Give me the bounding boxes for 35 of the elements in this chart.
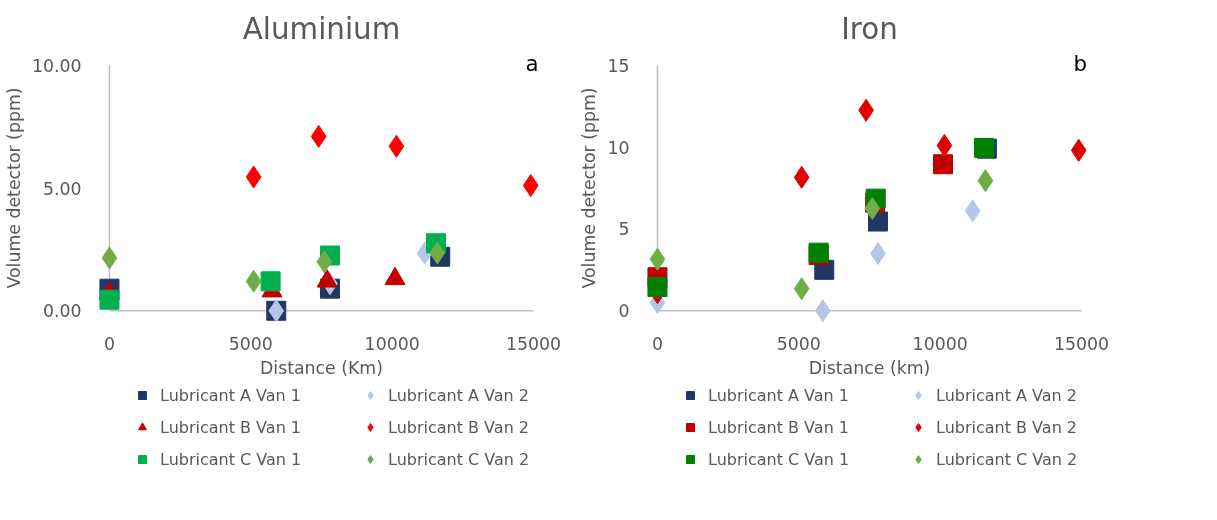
y-tick-label: 15 — [607, 55, 630, 76]
legend-label: Lubricant C Van 1 — [708, 449, 851, 469]
legend-label: Lubricant A Van 1 — [160, 385, 302, 405]
x-tick-label: 10000 — [364, 333, 420, 354]
y-tick-label: 5 — [618, 219, 630, 240]
legend-label: Lubricant B Van 1 — [708, 417, 851, 437]
x-tick-label: 0 — [651, 333, 663, 354]
y-tick-label: 10 — [607, 137, 630, 158]
x-tick-label: 10000 — [912, 333, 968, 354]
x-axis-title: Distance (Km) — [259, 357, 384, 378]
legend-label: Lubricant C Van 2 — [936, 449, 1079, 469]
y-axis-title: Volume detector (ppm) — [3, 87, 24, 289]
x-tick-label: 15000 — [505, 333, 562, 354]
y-tick-label: 0.00 — [42, 301, 82, 322]
x-tick-label: 0 — [103, 333, 115, 354]
legend-label: Lubricant C Van 2 — [388, 449, 531, 469]
chart-title: Aluminium — [242, 11, 401, 46]
x-tick-label: 15000 — [1053, 333, 1110, 354]
legend-label: Lubricant A Van 1 — [708, 385, 850, 405]
legend-label: Lubricant B Van 2 — [388, 417, 531, 437]
legend-label: Lubricant B Van 1 — [160, 417, 303, 437]
annotation: b — [1073, 50, 1088, 76]
y-tick-label: 5.00 — [42, 178, 82, 199]
legend-label: Lubricant B Van 2 — [936, 417, 1079, 437]
y-tick-label: 0 — [618, 301, 630, 322]
legend-label: Lubricant C Van 1 — [160, 449, 303, 469]
x-axis-title: Distance (km) — [808, 357, 931, 378]
chart-title: Iron — [841, 11, 898, 46]
x-tick-label: 5000 — [228, 333, 273, 354]
y-axis-title: Volume detector (ppm) — [579, 87, 600, 289]
y-tick-label: 10.00 — [31, 55, 82, 76]
legend-label: Lubricant A Van 2 — [936, 385, 1078, 405]
annotation: a — [525, 50, 539, 76]
x-tick-label: 5000 — [776, 333, 821, 354]
legend-label: Lubricant A Van 2 — [388, 385, 530, 405]
